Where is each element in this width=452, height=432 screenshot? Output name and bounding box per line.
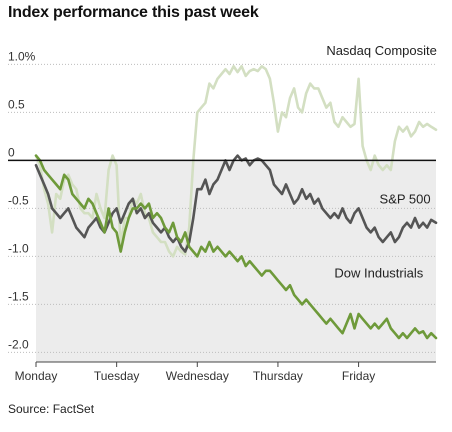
chart-title: Index performance this past week — [8, 4, 259, 21]
source-note: Source: FactSet — [8, 402, 95, 416]
y-tick-label: 0.5 — [8, 97, 25, 111]
y-tick-label: -2.0 — [8, 337, 29, 351]
x-tick-label: Tuesday — [94, 369, 140, 383]
series-line-nasdaq-composite — [34, 65, 438, 258]
y-tick-label: 0 — [8, 145, 15, 159]
x-tick-label: Friday — [342, 369, 375, 383]
y-tick-label: -1.0 — [8, 241, 29, 255]
series-label-nasdaq-composite: Nasdaq Composite — [326, 43, 437, 58]
series-labels: Nasdaq Composite S&P 500 Dow Industrials — [326, 43, 437, 281]
y-tick-label: -1.5 — [8, 289, 29, 303]
x-axis-ticks: Monday Tuesday Wednesday Thursday Friday — [15, 362, 375, 383]
x-tick-label: Wednesday — [166, 369, 229, 383]
series-label-s-p-500: S&P 500 — [380, 192, 431, 207]
x-tick-label: Monday — [15, 369, 58, 383]
series-label-dow-industrials: Dow Industrials — [334, 266, 423, 281]
series-line-dow-industrials — [34, 154, 438, 340]
y-axis-ticks: 1.0% 0.5 0 -0.5 -1.0 -1.5 -2.0 — [8, 49, 36, 351]
series-group — [34, 65, 438, 340]
x-tick-label: Thursday — [253, 369, 303, 383]
y-tick-label: -0.5 — [8, 193, 29, 207]
y-tick-label: 1.0% — [8, 49, 36, 63]
